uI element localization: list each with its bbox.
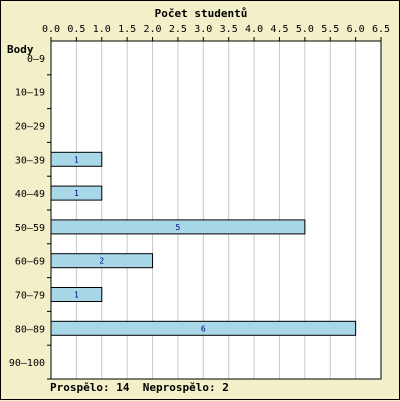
x-tick-label: 2.0 xyxy=(144,24,162,35)
passed-value: 14 xyxy=(116,381,130,394)
x-tick-label: 1.0 xyxy=(93,24,111,35)
x-tick-label: 4.5 xyxy=(270,24,288,35)
bar-value-label: 1 xyxy=(74,155,79,164)
x-tick-label: 5.5 xyxy=(321,24,339,35)
bar xyxy=(50,185,103,201)
bar-value-label: 2 xyxy=(99,257,104,266)
category-label: 50–59 xyxy=(15,223,45,234)
plot-area: 0.0 0.5 1.0 1.5 2.0 2.5 3.0 3.5 4.0 4.5 5.0 5.5 6.0 6… xyxy=(9,24,390,380)
x-tick-label: 6.0 xyxy=(347,24,365,35)
x-tick-label: 3.5 xyxy=(220,24,238,35)
category-label: 80–89 xyxy=(15,324,45,335)
category-label: 40–49 xyxy=(15,189,45,200)
bar xyxy=(50,287,103,302)
failed-value: 2 xyxy=(222,381,229,394)
bar xyxy=(50,320,357,336)
category-label: 0–9 xyxy=(27,54,45,65)
bar-value-label: 6 xyxy=(201,324,206,333)
x-tick-label: 2.5 xyxy=(169,24,187,35)
bar xyxy=(50,219,306,235)
x-tick-label: 3.0 xyxy=(194,24,212,35)
failed-label: Neprospělo: xyxy=(142,381,216,394)
bar-value-label: 1 xyxy=(74,189,79,198)
category-label: 30–39 xyxy=(15,155,45,166)
bar-value-label: 1 xyxy=(74,291,79,300)
category-label: 70–79 xyxy=(15,291,45,302)
summary-footer: Prospělo: 14 Neprospělo: 2 xyxy=(50,381,229,394)
x-tick-label: 1.5 xyxy=(118,24,136,35)
x-tick-label: 5.0 xyxy=(296,24,314,35)
bar xyxy=(50,253,154,269)
y-axis-label: Body xyxy=(7,43,34,56)
chart-title: Počet studentů xyxy=(155,7,248,20)
bar-value-label: 5 xyxy=(176,223,181,232)
x-tick-label: 0.0 xyxy=(42,24,60,35)
category-label: 10–19 xyxy=(15,88,45,99)
x-tick-label: 4.0 xyxy=(245,24,263,35)
x-tick-label: 6.5 xyxy=(372,24,390,35)
category-label: 60–69 xyxy=(15,257,45,268)
passed-label: Prospělo: xyxy=(50,381,110,394)
category-label: 90–100 xyxy=(9,358,45,369)
bar xyxy=(50,151,103,167)
category-label: 20–29 xyxy=(15,122,45,133)
x-tick-label: 0.5 xyxy=(67,24,85,35)
